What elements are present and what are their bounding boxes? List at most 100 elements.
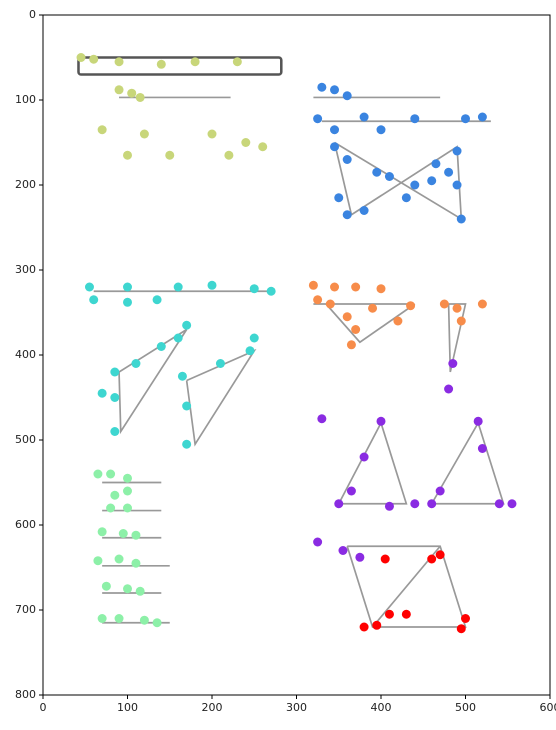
point — [123, 486, 132, 496]
point — [110, 427, 120, 436]
point — [334, 193, 344, 203]
y-tick-label: 100 — [15, 93, 36, 106]
x-tick-label: 300 — [286, 701, 307, 714]
point — [456, 624, 466, 634]
y-tick-label: 600 — [15, 518, 36, 531]
point — [110, 490, 120, 500]
point — [477, 444, 487, 453]
point — [325, 299, 335, 309]
point — [439, 299, 449, 309]
point — [131, 530, 141, 540]
point — [444, 167, 454, 177]
point — [330, 85, 340, 95]
point — [123, 297, 132, 307]
point — [135, 586, 145, 596]
point — [359, 622, 369, 632]
point — [182, 320, 192, 330]
point — [249, 333, 259, 343]
point — [152, 295, 162, 305]
point — [435, 550, 445, 560]
point — [359, 452, 369, 462]
point — [427, 176, 437, 186]
point — [190, 57, 200, 67]
point — [110, 393, 120, 402]
point — [372, 620, 382, 630]
point — [156, 59, 166, 69]
point — [410, 499, 420, 509]
point — [97, 388, 107, 398]
point — [330, 282, 340, 292]
point — [106, 503, 116, 513]
point — [123, 584, 132, 594]
point — [461, 114, 470, 124]
point — [93, 556, 103, 566]
point — [135, 92, 145, 102]
point — [448, 359, 458, 368]
point — [384, 609, 394, 619]
point — [114, 554, 124, 564]
point — [376, 125, 386, 135]
point — [342, 210, 352, 220]
y-tick-label: 300 — [15, 263, 36, 276]
point — [114, 57, 124, 67]
point — [241, 138, 251, 147]
point — [461, 614, 470, 623]
y-tick-label: 700 — [15, 603, 36, 616]
point — [123, 473, 132, 483]
point — [376, 284, 386, 294]
point — [207, 280, 217, 290]
point — [427, 554, 437, 564]
point — [97, 614, 107, 623]
point — [380, 554, 390, 564]
point — [452, 146, 462, 156]
point — [372, 167, 382, 177]
y-tick-label: 500 — [15, 433, 36, 446]
point — [258, 142, 268, 152]
point — [101, 581, 111, 591]
point — [114, 614, 124, 623]
x-tick-label: 200 — [202, 701, 223, 714]
point — [89, 54, 99, 64]
point — [313, 114, 323, 124]
point — [384, 172, 394, 181]
point — [435, 486, 445, 496]
point — [97, 125, 107, 135]
point — [139, 615, 149, 625]
point — [127, 88, 137, 98]
point — [338, 546, 348, 555]
point — [173, 333, 183, 343]
point — [334, 499, 344, 509]
point — [76, 53, 86, 62]
point — [359, 206, 369, 215]
point — [401, 193, 411, 203]
y-tick-label: 800 — [15, 688, 36, 701]
point — [342, 312, 352, 322]
y-tick-label: 200 — [15, 178, 36, 191]
point — [330, 125, 340, 135]
y-tick-label: 400 — [15, 348, 36, 361]
point — [114, 85, 124, 95]
point — [173, 282, 183, 292]
point — [427, 499, 437, 509]
x-tick-label: 0 — [40, 701, 47, 714]
x-tick-label: 400 — [371, 701, 392, 714]
point — [139, 129, 149, 139]
point — [245, 346, 255, 356]
point — [182, 401, 192, 411]
point — [266, 286, 276, 296]
point — [384, 501, 394, 511]
point — [456, 214, 466, 224]
point — [317, 82, 327, 92]
point — [477, 112, 487, 122]
point — [249, 284, 259, 294]
point — [118, 529, 128, 538]
point — [313, 537, 323, 547]
point — [351, 325, 361, 334]
document-image — [77, 56, 505, 628]
point — [152, 618, 162, 628]
point — [507, 499, 517, 509]
point — [393, 316, 403, 326]
point — [330, 142, 340, 152]
point — [342, 91, 352, 101]
